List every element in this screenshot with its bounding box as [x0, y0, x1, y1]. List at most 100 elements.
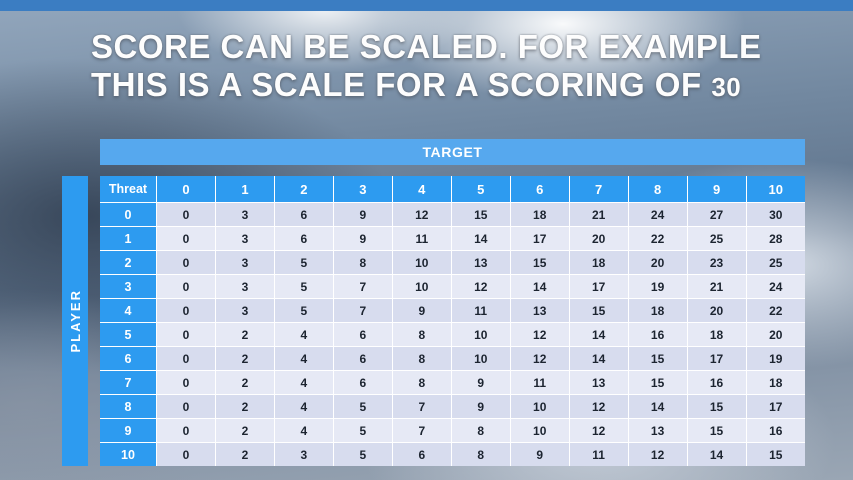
- score-cell: 0: [156, 250, 216, 275]
- score-cell: 8: [392, 346, 452, 371]
- score-cell: 12: [451, 274, 511, 299]
- score-cell: 15: [569, 298, 629, 323]
- score-cell: 5: [274, 298, 334, 323]
- score-cell: 25: [746, 250, 805, 275]
- score-cell: 12: [569, 394, 629, 419]
- player-row-header: 9: [100, 418, 157, 443]
- score-table: Threat 0 1 2 3 4 5 6 7 8 9 10 0 0 3 6 9 12 15 18 21 24 27 30 1 0…: [100, 176, 805, 466]
- player-row-header: 6: [100, 346, 157, 371]
- target-col-header: 5: [451, 176, 511, 203]
- target-col-header: 8: [628, 176, 688, 203]
- score-cell: 10: [510, 394, 570, 419]
- score-cell: 2: [215, 394, 275, 419]
- table-row: 0 0 3 6 9 12 15 18 21 24 27 30: [100, 202, 805, 227]
- player-row-header: 4: [100, 298, 157, 323]
- score-cell: 11: [451, 298, 511, 323]
- table-row: 10 0 2 3 5 6 8 9 11 12 14 15: [100, 442, 805, 466]
- target-col-header: 2: [274, 176, 334, 203]
- score-cell: 0: [156, 202, 216, 227]
- score-cell: 9: [451, 370, 511, 395]
- title-line-2: THIS IS A SCALE FOR A SCORING OF 30: [91, 66, 762, 106]
- score-cell: 0: [156, 298, 216, 323]
- score-table-body: 0 0 3 6 9 12 15 18 21 24 27 30 1 0 3 6 9 11 14 17 20 22 25 28 2 0…: [100, 202, 805, 466]
- score-cell: 22: [628, 226, 688, 251]
- score-cell: 15: [628, 370, 688, 395]
- score-cell: 14: [687, 442, 747, 466]
- title-line-2-text: THIS IS A SCALE FOR A SCORING OF: [91, 66, 702, 103]
- score-cell: 4: [274, 370, 334, 395]
- score-cell: 0: [156, 418, 216, 443]
- score-cell: 6: [333, 322, 393, 347]
- score-cell: 4: [274, 346, 334, 371]
- score-cell: 7: [392, 418, 452, 443]
- score-cell: 17: [510, 226, 570, 251]
- score-cell: 6: [274, 226, 334, 251]
- score-cell: 15: [628, 346, 688, 371]
- score-cell: 9: [392, 298, 452, 323]
- score-cell: 27: [687, 202, 747, 227]
- score-cell: 5: [333, 394, 393, 419]
- player-row-header: 0: [100, 202, 157, 227]
- title-line-1: SCORE CAN BE SCALED. FOR EXAMPLE: [91, 28, 762, 65]
- score-cell: 20: [687, 298, 747, 323]
- score-cell: 0: [156, 322, 216, 347]
- target-col-header: 9: [687, 176, 747, 203]
- score-cell: 10: [510, 418, 570, 443]
- score-cell: 18: [746, 370, 805, 395]
- slide-title: SCORE CAN BE SCALED. FOR EXAMPLE THIS IS…: [91, 28, 762, 106]
- score-cell: 20: [746, 322, 805, 347]
- score-cell: 0: [156, 274, 216, 299]
- score-cell: 3: [215, 202, 275, 227]
- score-cell: 8: [333, 250, 393, 275]
- table-row: 1 0 3 6 9 11 14 17 20 22 25 28: [100, 226, 805, 251]
- top-accent-bar: [0, 0, 853, 11]
- score-cell: 9: [333, 226, 393, 251]
- score-cell: 24: [628, 202, 688, 227]
- table-header-row: Threat 0 1 2 3 4 5 6 7 8 9 10: [100, 176, 805, 203]
- score-cell: 14: [451, 226, 511, 251]
- score-cell: 15: [687, 394, 747, 419]
- score-cell: 7: [333, 298, 393, 323]
- score-cell: 30: [746, 202, 805, 227]
- score-cell: 16: [746, 418, 805, 443]
- score-cell: 20: [628, 250, 688, 275]
- player-row-header: 1: [100, 226, 157, 251]
- score-cell: 12: [628, 442, 688, 466]
- score-cell: 13: [569, 370, 629, 395]
- score-cell: 13: [628, 418, 688, 443]
- table-row: 4 0 3 5 7 9 11 13 15 18 20 22: [100, 298, 805, 323]
- target-axis-header: TARGET: [100, 139, 805, 165]
- score-cell: 3: [215, 250, 275, 275]
- player-row-header: 5: [100, 322, 157, 347]
- score-cell: 16: [687, 370, 747, 395]
- target-col-header: 1: [215, 176, 275, 203]
- score-cell: 19: [746, 346, 805, 371]
- target-col-header: 10: [746, 176, 805, 203]
- score-cell: 8: [392, 322, 452, 347]
- score-cell: 9: [333, 202, 393, 227]
- score-cell: 16: [628, 322, 688, 347]
- score-cell: 18: [569, 250, 629, 275]
- score-cell: 2: [215, 370, 275, 395]
- score-cell: 18: [628, 298, 688, 323]
- score-cell: 3: [215, 298, 275, 323]
- score-cell: 6: [333, 370, 393, 395]
- score-cell: 8: [451, 418, 511, 443]
- score-cell: 2: [215, 322, 275, 347]
- player-row-header: 8: [100, 394, 157, 419]
- score-cell: 19: [628, 274, 688, 299]
- score-cell: 3: [274, 442, 334, 466]
- target-col-header: 7: [569, 176, 629, 203]
- score-cell: 10: [392, 274, 452, 299]
- score-cell: 5: [274, 274, 334, 299]
- score-cell: 2: [215, 346, 275, 371]
- score-cell: 15: [687, 418, 747, 443]
- score-cell: 15: [746, 442, 805, 466]
- corner-header-threat: Threat: [100, 176, 157, 203]
- score-cell: 11: [392, 226, 452, 251]
- target-col-header: 0: [156, 176, 216, 203]
- score-cell: 18: [510, 202, 570, 227]
- player-row-header: 2: [100, 250, 157, 275]
- score-cell: 7: [333, 274, 393, 299]
